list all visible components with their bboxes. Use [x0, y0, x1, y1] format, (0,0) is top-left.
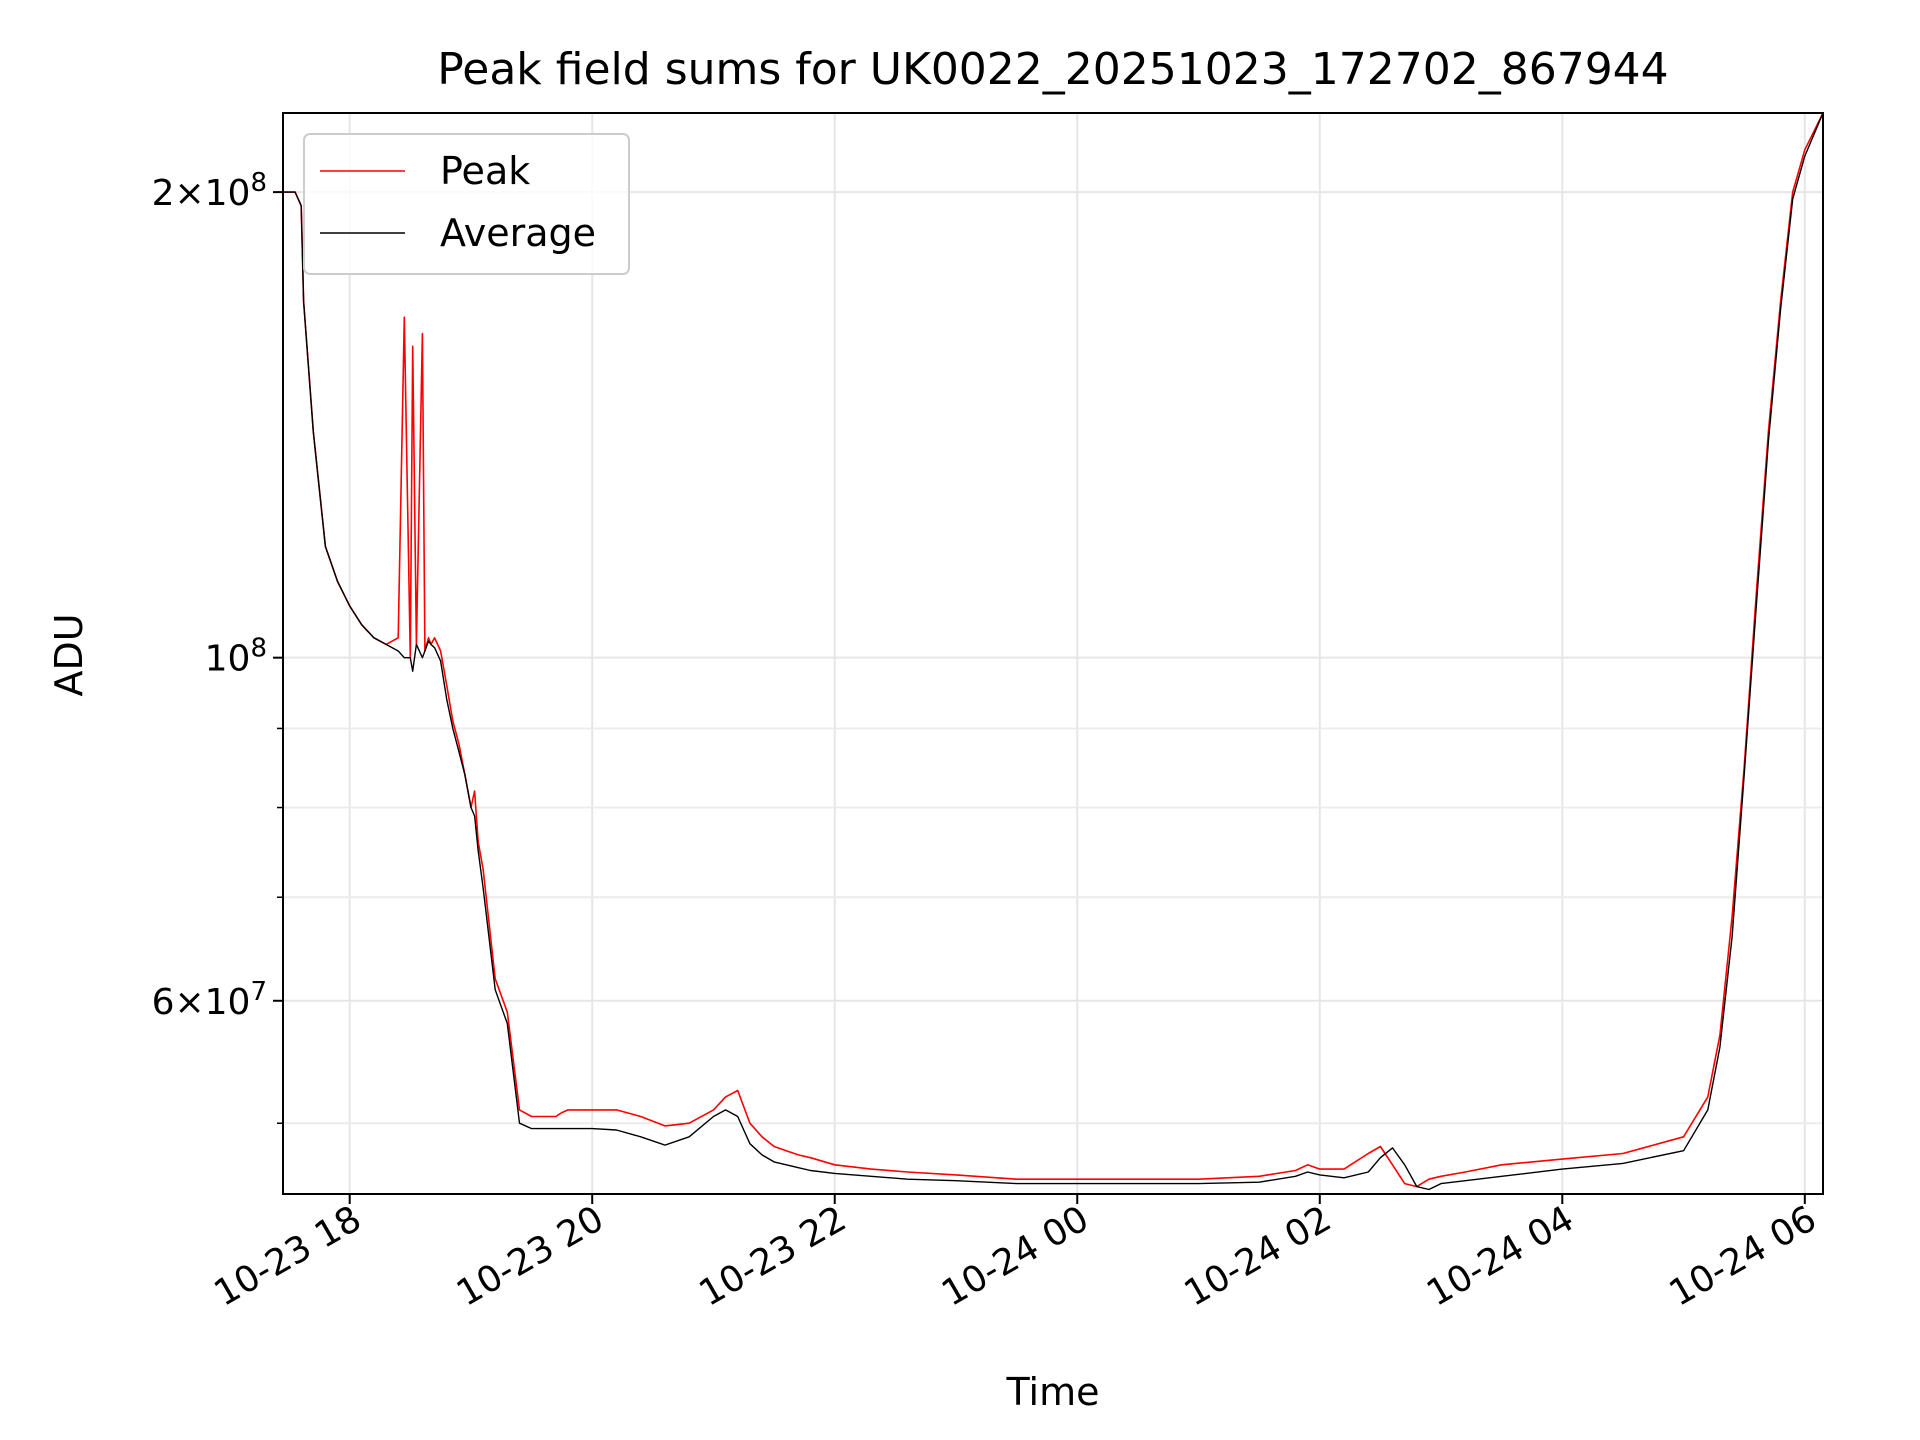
series-line-average: [283, 112, 1824, 1191]
x-tick-label: 10-23 22: [693, 1198, 854, 1314]
x-tick-label: 10-24 00: [935, 1198, 1096, 1314]
grid-layer: [283, 113, 1823, 1194]
legend-average-label: Average: [440, 211, 596, 255]
x-tick-label: 10-24 06: [1663, 1198, 1824, 1314]
x-tick-label: 10-23 18: [208, 1198, 369, 1314]
tick-layer: 10-23 18 10-23 20 10-23 22 10-24 00 10-24 02…: [152, 168, 1824, 1315]
legend-box: [303, 133, 630, 275]
y-tick-label: 6×107: [152, 977, 267, 1023]
y-tick-label: 2×108: [152, 168, 267, 214]
legend-peak-label: Peak: [440, 149, 530, 193]
x-tick-label: 10-24 02: [1178, 1198, 1339, 1314]
y-axis-label: ADU: [47, 613, 91, 696]
x-tick-label: 10-24 04: [1420, 1198, 1581, 1314]
series-line-peak: [283, 112, 1824, 1188]
plot-area-frame: [282, 112, 1824, 1195]
x-tick-label: 10-23 20: [450, 1198, 611, 1314]
legend: Peak Average: [303, 133, 630, 275]
chart-title: Peak field sums for UK0022_20251023_1727…: [437, 44, 1668, 95]
series-layer: [283, 112, 1824, 1191]
x-axis-label: Time: [1006, 1370, 1100, 1414]
y-tick-label: 108: [205, 634, 267, 680]
